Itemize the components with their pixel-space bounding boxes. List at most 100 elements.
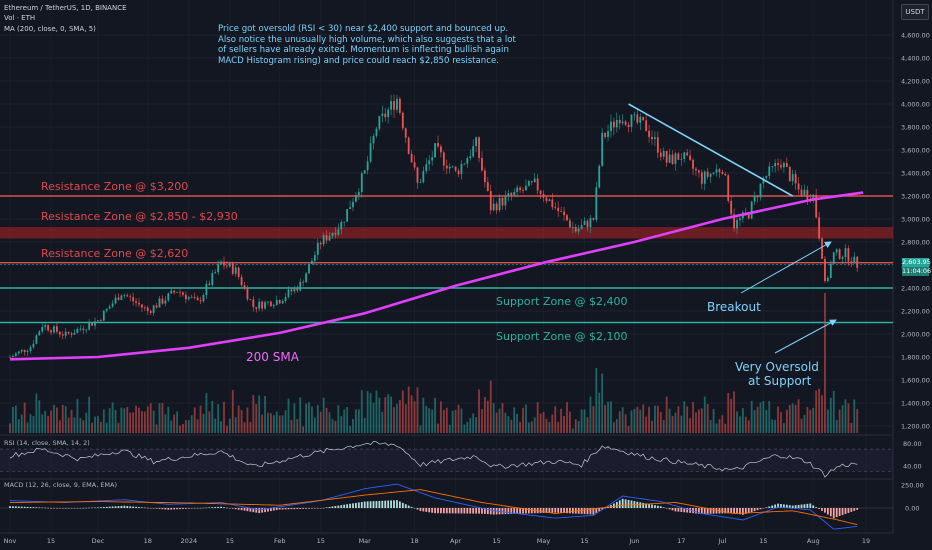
candle [536,178,539,191]
candle [648,130,650,137]
macd-histogram-bar [44,507,47,509]
candle [158,298,161,308]
currency-button[interactable]: USDT [901,4,929,20]
candle [586,220,589,228]
candle [434,143,436,158]
macd-histogram-bar [416,508,419,510]
volume-bar [671,415,674,433]
volume-bar [108,408,111,433]
candle [187,297,190,300]
candle [683,152,686,159]
volume-bar [53,404,55,433]
volume-bar [783,423,785,433]
macd-histogram-bar [741,508,744,515]
candle [777,163,779,165]
macd-histogram-bar [566,508,568,514]
volume-bar [287,398,290,433]
price-tick-label: 1,400.00 [901,400,930,408]
macd-histogram-bar [665,508,668,509]
volume-bar [791,403,794,433]
macd-histogram-bar [768,506,771,508]
macd-histogram-bar [375,501,378,508]
candle [38,331,41,336]
volume-bar [308,402,310,433]
volume-bar [654,405,656,433]
macd-histogram-bar [580,508,583,514]
macd-histogram-bar [730,508,733,514]
volume-bar [47,416,50,433]
candle [79,328,82,330]
volume-bar [132,412,135,433]
macd-histogram-bar [176,508,178,510]
volume-bar [26,422,29,433]
volume-legend: Vol · ETH [4,14,36,22]
macd-histogram-bar [765,507,768,508]
candle [152,305,155,313]
macd-histogram-bar [184,508,187,509]
candle [645,120,648,131]
volume-bar [615,419,618,433]
macd-histogram-bar [64,508,67,509]
candle [73,332,76,335]
macd-histogram-bar [284,508,287,510]
macd-histogram-bar [683,508,686,513]
date-tick-label: 2024 [181,537,198,545]
volume-bar [105,422,108,433]
volume-bar [527,422,530,433]
candle [167,293,170,301]
price-tick-label: 2,200.00 [901,308,930,316]
volume-bar [777,406,779,433]
macd-histogram-bar [226,507,228,509]
macd-histogram-bar [381,500,384,508]
macd-histogram-bar [783,504,785,508]
price-tick-label: 1,800.00 [901,354,930,362]
macd-histogram-bar [38,507,41,508]
macd-histogram-bar [724,508,727,514]
macd-histogram-bar [504,508,507,515]
volume-bar [536,402,539,433]
candle [240,277,243,286]
volume-bar [821,395,823,433]
macd-histogram-bar [340,505,343,508]
macd-histogram-bar [815,507,818,508]
volume-bar [184,420,187,433]
macd-histogram-bar [313,508,316,509]
price-tick-label: 3,200.00 [901,193,930,201]
macd-histogram-bar [648,504,650,508]
macd-histogram-bar [785,504,788,508]
volume-bar [797,399,800,433]
volume-bar [117,422,120,433]
macd-histogram-bar [152,508,155,509]
macd-histogram-bar [316,508,319,509]
volume-bar [800,418,803,433]
resistance-label-2620: Resistance Zone @ $2,620 [41,247,188,260]
macd-histogram-bar [806,503,809,508]
macd-signal-line [9,489,858,526]
macd-histogram-bar [76,508,79,509]
volume-bar [196,419,199,433]
price-tick-label: 4,200.00 [901,78,930,86]
volume-bar [577,420,580,433]
volume-bar [334,420,337,433]
volume-bar [484,397,486,433]
candle [214,272,217,274]
candle [70,333,73,335]
volume-bar [261,414,264,433]
volume-bar [416,387,419,433]
macd-histogram-bar [220,506,222,508]
volume-bar [161,403,164,433]
volume-bar [815,390,818,433]
candle [835,249,838,253]
volume-bar [375,390,378,433]
macd-histogram-bar [146,507,149,509]
candle [724,173,727,176]
volume-bar [448,424,451,433]
volume-bar [179,425,181,433]
candle [733,214,735,229]
volume-bar [258,395,261,433]
volume-bar [404,404,407,433]
macd-histogram-bar [712,508,715,514]
volume-bar [270,413,272,433]
macd-histogram-bar [237,508,240,510]
candle [346,209,349,222]
